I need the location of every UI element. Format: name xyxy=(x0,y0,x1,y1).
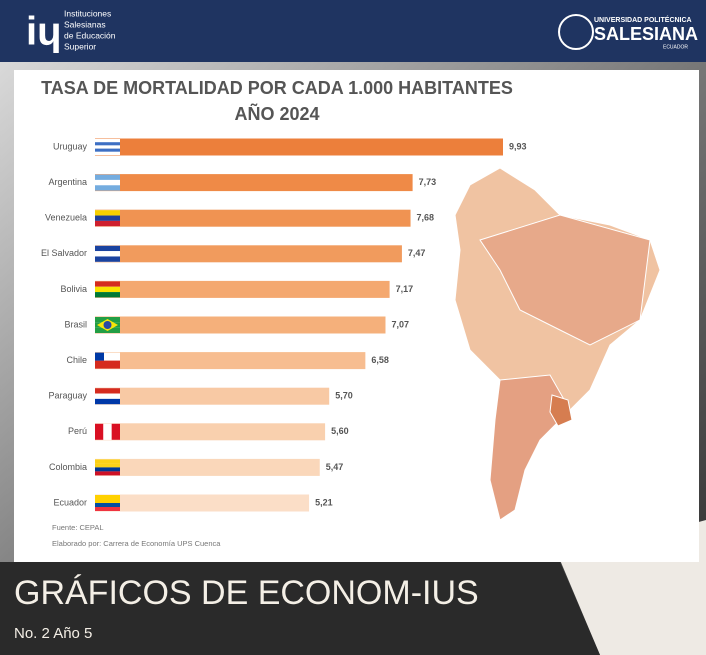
bar xyxy=(95,423,326,441)
category-label: Argentina xyxy=(48,177,87,187)
flag-stripe xyxy=(103,423,112,440)
value-label: 5,60 xyxy=(331,426,349,436)
header-bar xyxy=(0,0,706,62)
author-note: Elaborado por: Carrera de Economía UPS C… xyxy=(52,539,221,548)
value-label: 5,70 xyxy=(335,391,353,401)
logo-mark: iɥ xyxy=(26,10,62,54)
category-label: Uruguay xyxy=(53,141,88,151)
category-label: Brasil xyxy=(64,319,87,329)
flag-stripe xyxy=(95,148,120,152)
category-label: Bolivia xyxy=(60,284,87,294)
category-label: Venezuela xyxy=(45,213,87,223)
flag-stripe xyxy=(95,463,120,468)
value-label: 7,73 xyxy=(419,177,437,187)
footer-band xyxy=(0,562,600,655)
logo-text: Instituciones xyxy=(64,8,111,18)
ups-main: SALESIANA xyxy=(594,24,698,44)
flag-stripe xyxy=(95,393,120,399)
flag-stripe xyxy=(95,210,120,216)
flag-stripe xyxy=(95,388,120,394)
ups-seal xyxy=(558,14,594,50)
value-label: 5,21 xyxy=(315,497,333,507)
uruguay xyxy=(549,394,573,427)
flag-stripe xyxy=(95,292,120,298)
flag-stripe xyxy=(95,139,120,143)
flag-stripe xyxy=(95,245,120,252)
bar xyxy=(95,174,413,192)
flag-stripe xyxy=(111,423,120,440)
bar xyxy=(95,245,402,263)
flag-stripe xyxy=(95,360,120,369)
bar xyxy=(95,209,411,227)
ups-top: UNIVERSIDAD POLITÉCNICA xyxy=(594,15,692,24)
map xyxy=(454,167,661,521)
category-label: Colombia xyxy=(49,462,87,472)
flag-stripe xyxy=(95,499,120,503)
flag-stripe xyxy=(95,174,120,180)
footer-title: GRÁFICOS DE ECONOM-IUS xyxy=(14,574,479,612)
footer-issue: No. 2 Año 5 xyxy=(14,625,92,642)
chart-subtitle: AÑO 2024 xyxy=(234,103,319,124)
flag-stripe xyxy=(95,471,120,476)
ups-sub: ECUADOR xyxy=(663,44,688,50)
bar xyxy=(95,352,366,370)
bar xyxy=(95,138,503,156)
flag-stripe xyxy=(95,145,120,149)
flag-stripe xyxy=(95,256,120,262)
logo-text: de Educación xyxy=(64,30,116,40)
flag-stripe xyxy=(95,286,120,293)
flag-stripe xyxy=(95,467,120,472)
flag-stripe xyxy=(95,185,120,191)
flag-stripe xyxy=(95,281,120,287)
flag-stripe xyxy=(95,251,120,257)
bars: Uruguay 9,93 Argentina 7,73 Venezuela 7,68 El … xyxy=(41,138,527,512)
value-label: 7,17 xyxy=(396,284,414,294)
flag-stripe xyxy=(95,220,120,227)
value-label: 7,47 xyxy=(408,248,426,258)
category-label: Perú xyxy=(68,426,87,436)
left-logo: Instituciones Salesianas de Educación Su… xyxy=(64,8,116,51)
value-label: 9,93 xyxy=(509,141,527,151)
category-label: Ecuador xyxy=(53,497,87,507)
brazil xyxy=(479,214,651,346)
value-label: 5,47 xyxy=(326,462,344,472)
flag-stripe xyxy=(95,459,120,464)
flag-stripe xyxy=(95,151,120,155)
value-label: 7,07 xyxy=(391,319,409,329)
bar xyxy=(95,494,310,512)
chart-title: TASA DE MORTALIDAD POR CADA 1.000 HABITA… xyxy=(41,78,513,98)
category-label: Paraguay xyxy=(48,391,87,401)
flag-stripe xyxy=(95,423,104,440)
bar xyxy=(95,280,390,298)
value-label: 6,58 xyxy=(371,355,389,365)
flag-stripe xyxy=(95,179,120,186)
bar xyxy=(95,316,386,334)
flag-stripe xyxy=(95,398,120,405)
bar xyxy=(95,458,320,476)
flag-stripe xyxy=(95,495,120,499)
logo-text: Superior xyxy=(64,41,96,51)
category-label: Chile xyxy=(66,355,87,365)
source-note: Fuente: CEPAL xyxy=(52,523,104,532)
flag-globe xyxy=(103,321,112,329)
bar xyxy=(95,387,330,405)
flag-stripe xyxy=(95,352,104,361)
value-label: 7,68 xyxy=(417,213,435,223)
flag-stripe xyxy=(95,215,120,221)
flag-stripe xyxy=(95,507,120,511)
flag-stripe xyxy=(95,503,120,507)
category-label: El Salvador xyxy=(41,248,87,258)
flag-stripe xyxy=(95,142,120,146)
logo-text: Salesianas xyxy=(64,19,106,29)
